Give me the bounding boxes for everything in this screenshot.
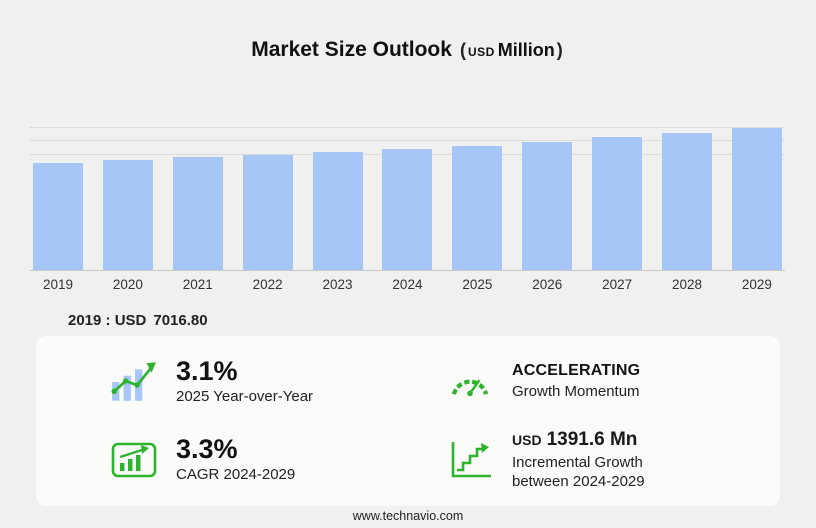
x-axis: 2019 2020 2021 2022 2023 2024 2025 2026 2027 2028…	[30, 277, 785, 292]
stat-cagr: 3.3% CAGR 2024-2029	[108, 424, 414, 496]
stats-panel: 3.1% 2025 Year-over-Year ACCELERATING Gr…	[36, 336, 780, 506]
gridline-top	[30, 127, 785, 128]
stat-momentum: ACCELERATING Growth Momentum	[444, 346, 750, 418]
x-tick-2024: 2024	[392, 277, 423, 292]
title-paren-open: (	[459, 40, 466, 60]
base-year-annotation: 2019 : USD 7016.80	[68, 312, 208, 329]
speedometer-icon	[444, 365, 496, 399]
x-tick-2019: 2019	[42, 277, 74, 292]
x-tick-2029: 2029	[741, 277, 772, 292]
bar-2020	[102, 160, 153, 270]
yoy-label: 2025 Year-over-Year	[176, 388, 314, 406]
footer-url: www.technavio.com	[352, 509, 464, 523]
bar-growth-icon	[108, 359, 160, 405]
incremental-value: 1391.6 Mn	[546, 428, 638, 450]
stat-yoy: 3.1% 2025 Year-over-Year	[108, 346, 414, 418]
bar-2029	[731, 128, 782, 270]
x-tick-2026: 2026	[532, 277, 563, 292]
bar-2024	[382, 149, 433, 270]
bar-chart	[30, 125, 785, 271]
title-unit: Million	[497, 40, 555, 60]
base-year-value: 7016.80	[153, 312, 208, 329]
base-year-label: 2019 : USD	[68, 312, 147, 329]
bar-2026	[522, 142, 573, 270]
x-tick-2023: 2023	[322, 277, 353, 292]
incremental-label: Incremental Growth between 2024-2029	[512, 453, 645, 490]
page-title: Market Size Outlook (USD Million)	[0, 38, 816, 62]
momentum-label: Growth Momentum	[512, 382, 640, 400]
bar-series	[30, 125, 785, 270]
x-tick-2022: 2022	[252, 277, 283, 292]
title-paren-close: )	[556, 40, 563, 60]
stats-grid: 3.1% 2025 Year-over-Year ACCELERATING Gr…	[36, 336, 780, 506]
cagr-chart-icon	[108, 438, 160, 482]
title-main: Market Size Outlook	[251, 38, 452, 61]
bar-2019	[33, 163, 83, 270]
bar-2021	[172, 157, 223, 270]
stat-incremental: USD 1391.6 Mn Incremental Growth between …	[444, 424, 750, 496]
bar-2023	[312, 152, 363, 270]
gridline-mid	[30, 140, 785, 141]
title-currency: USD	[467, 45, 495, 59]
x-tick-2025: 2025	[462, 277, 493, 292]
x-tick-2021: 2021	[182, 277, 213, 292]
x-tick-2027: 2027	[602, 277, 633, 292]
yoy-value: 3.1%	[176, 355, 238, 386]
bar-2025	[452, 146, 503, 270]
cagr-value: 3.3%	[176, 433, 238, 464]
x-tick-2020: 2020	[112, 277, 143, 292]
bar-2022	[242, 155, 293, 270]
incremental-currency: USD	[512, 431, 542, 448]
bar-2028	[662, 133, 713, 270]
x-tick-2028: 2028	[671, 277, 703, 292]
growth-line-icon	[444, 438, 496, 482]
cagr-label: CAGR 2024-2029	[176, 466, 296, 484]
momentum-value: ACCELERATING	[512, 361, 641, 379]
bar-2027	[592, 137, 643, 270]
